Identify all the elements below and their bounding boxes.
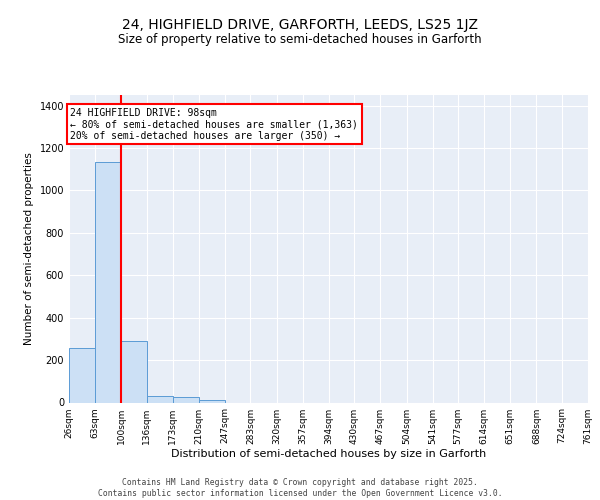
X-axis label: Distribution of semi-detached houses by size in Garforth: Distribution of semi-detached houses by … [171, 450, 486, 460]
Bar [146, 396, 173, 402]
Bar [121, 341, 146, 402]
Bar [199, 400, 225, 402]
Text: 24, HIGHFIELD DRIVE, GARFORTH, LEEDS, LS25 1JZ: 24, HIGHFIELD DRIVE, GARFORTH, LEEDS, LS… [122, 18, 478, 32]
Text: Size of property relative to semi-detached houses in Garforth: Size of property relative to semi-detach… [118, 32, 482, 46]
Text: 24 HIGHFIELD DRIVE: 98sqm
← 80% of semi-detached houses are smaller (1,363)
20% : 24 HIGHFIELD DRIVE: 98sqm ← 80% of semi-… [70, 108, 358, 141]
Bar [69, 348, 95, 403]
Text: Contains HM Land Registry data © Crown copyright and database right 2025.
Contai: Contains HM Land Registry data © Crown c… [98, 478, 502, 498]
Bar [173, 397, 199, 402]
Y-axis label: Number of semi-detached properties: Number of semi-detached properties [24, 152, 34, 345]
Bar [95, 162, 121, 402]
